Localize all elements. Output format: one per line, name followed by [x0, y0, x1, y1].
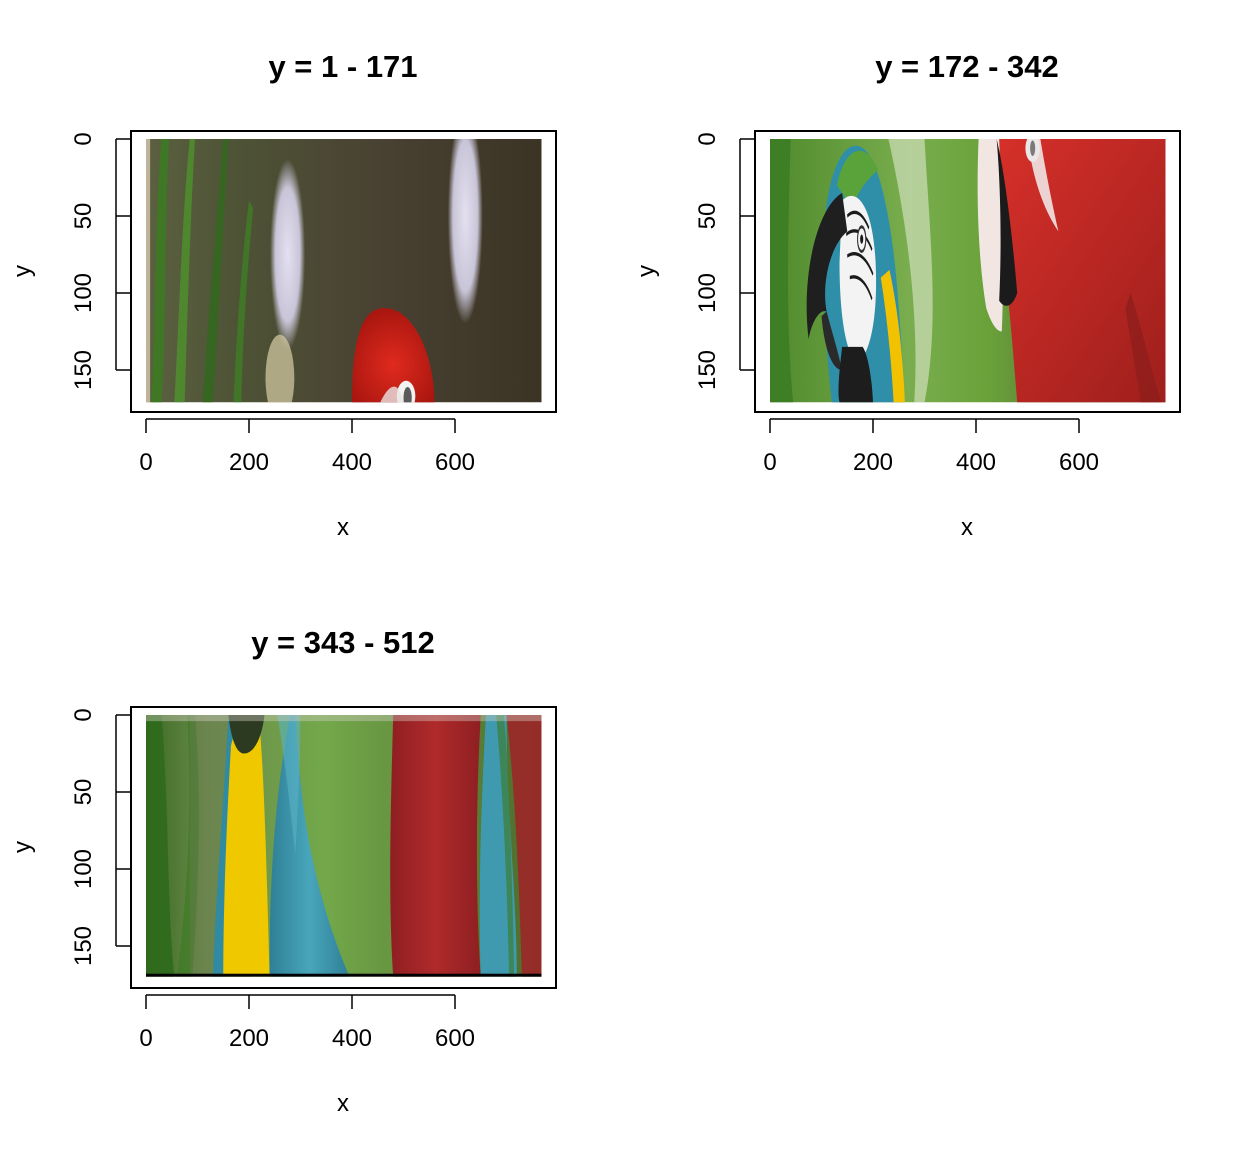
y-tick-label: 0	[70, 708, 97, 721]
panel-title: y = 1 - 171	[268, 49, 417, 84]
x-tick-label: 600	[435, 1025, 475, 1052]
y-axis-title: y	[9, 841, 36, 853]
x-tick-label: 200	[853, 449, 893, 476]
y-axis: 0 50 100 150	[70, 132, 131, 390]
x-tick-label: 200	[229, 449, 269, 476]
x-tick-label: 600	[435, 449, 475, 476]
panel-1: y = 1 - 171 0 200 400 600 0 50 100 150 x y	[9, 49, 557, 541]
x-tick-label: 400	[332, 1025, 372, 1052]
x-tick-label: 0	[763, 449, 776, 476]
x-tick-label: 0	[139, 449, 152, 476]
x-axis-title: x	[337, 514, 349, 541]
x-tick-label: 400	[956, 449, 996, 476]
y-axis: 0 50 100 150	[70, 708, 131, 966]
panel-3: y = 343 - 512 0 200 400 600 0 50 100 150 x y	[9, 625, 557, 1117]
x-axis: 0 200 400 600	[139, 994, 475, 1052]
x-axis-title: x	[337, 1090, 349, 1117]
x-axis-title: x	[961, 514, 973, 541]
x-tick-label: 600	[1059, 449, 1099, 476]
y-tick-label: 0	[70, 132, 97, 145]
panel-title: y = 343 - 512	[251, 625, 435, 660]
y-tick-label: 150	[694, 350, 721, 390]
x-axis: 0 200 400 600	[139, 418, 475, 476]
y-tick-label: 150	[70, 926, 97, 966]
plot-frame	[130, 706, 557, 989]
y-tick-label: 0	[694, 132, 721, 145]
image-raster	[146, 139, 542, 403]
y-tick-label: 100	[70, 849, 97, 889]
y-tick-label: 50	[70, 203, 97, 230]
x-axis: 0 200 400 600	[763, 418, 1099, 476]
y-axis: 0 50 100 150	[694, 132, 755, 390]
y-tick-label: 50	[694, 203, 721, 230]
plot-frame	[130, 130, 557, 413]
y-tick-label: 150	[70, 350, 97, 390]
plot-frame	[754, 130, 1181, 413]
y-axis-title: y	[633, 265, 660, 277]
y-tick-label: 100	[70, 273, 97, 313]
y-tick-label: 50	[70, 779, 97, 806]
x-tick-label: 200	[229, 1025, 269, 1052]
panel-2: y = 172 - 342	[633, 49, 1181, 541]
y-axis-title: y	[9, 265, 36, 277]
image-raster	[146, 715, 542, 977]
image-raster	[770, 139, 1166, 403]
panel-title: y = 172 - 342	[875, 49, 1059, 84]
x-tick-label: 0	[139, 1025, 152, 1052]
y-tick-label: 100	[694, 273, 721, 313]
x-tick-label: 400	[332, 449, 372, 476]
